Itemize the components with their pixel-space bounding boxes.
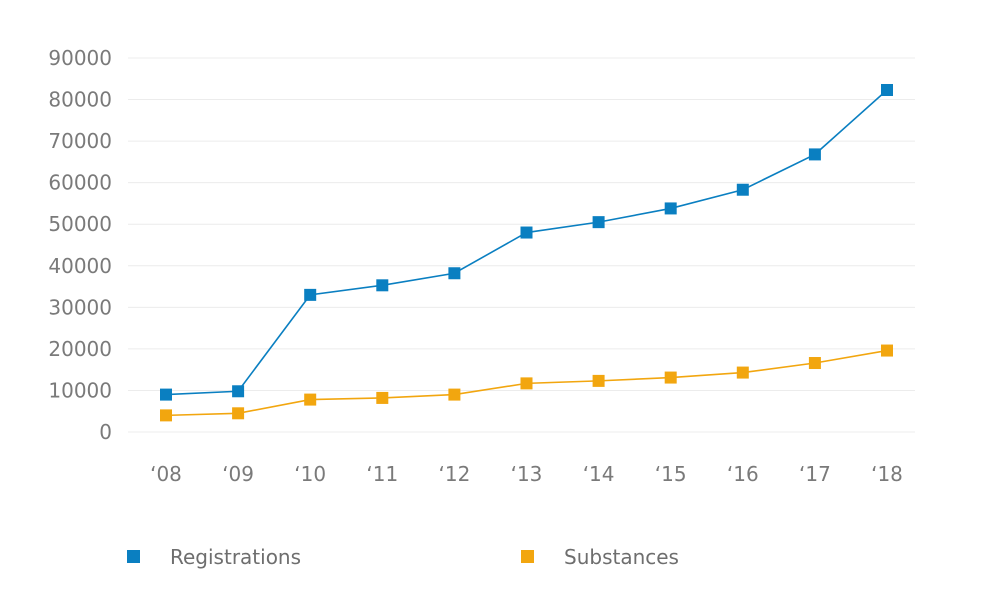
data-point-registrations[interactable] <box>592 216 605 229</box>
y-tick-label: 80000 <box>48 88 112 112</box>
data-point-substances[interactable] <box>664 371 677 384</box>
data-point-substances[interactable] <box>881 344 893 357</box>
data-point-substances[interactable] <box>160 409 172 422</box>
x-tick-label: ‘17 <box>799 462 831 486</box>
data-point-registrations[interactable] <box>808 148 821 161</box>
legend-swatch-substances <box>521 550 534 563</box>
data-point-registrations[interactable] <box>736 183 749 196</box>
data-point-substances[interactable] <box>592 374 605 387</box>
x-tick-label: ‘10 <box>294 462 326 486</box>
data-point-substances[interactable] <box>736 366 749 379</box>
legend: Registrations Substances <box>127 545 679 569</box>
data-point-registrations[interactable] <box>304 288 317 301</box>
y-tick-label: 90000 <box>48 46 112 70</box>
y-tick-label: 20000 <box>48 337 112 361</box>
data-point-registrations[interactable] <box>376 279 389 292</box>
x-tick-label: ‘12 <box>438 462 470 486</box>
data-point-registrations[interactable] <box>881 83 893 96</box>
x-tick-label: ‘09 <box>222 462 254 486</box>
legend-swatch-registrations <box>127 550 140 563</box>
x-axis-ticks: ‘08 ‘09 ‘10 ‘11 ‘12 ‘13 ‘14 ‘15 ‘16 ‘17 ‘18 <box>150 462 903 486</box>
data-point-registrations[interactable] <box>664 202 677 215</box>
y-tick-label: 10000 <box>48 378 112 402</box>
series <box>160 83 893 422</box>
data-point-registrations[interactable] <box>448 267 461 280</box>
legend-label-substances: Substances <box>564 545 679 569</box>
series-registrations <box>160 83 893 401</box>
y-tick-label: 70000 <box>48 129 112 153</box>
grid-lines <box>128 57 915 433</box>
data-point-substances[interactable] <box>304 393 317 406</box>
data-point-substances[interactable] <box>232 407 245 420</box>
data-point-substances[interactable] <box>448 388 461 401</box>
series-substances <box>160 344 893 422</box>
y-tick-label: 30000 <box>48 295 112 319</box>
y-tick-label: 60000 <box>48 171 112 195</box>
legend-item-substances[interactable]: Substances <box>521 545 679 569</box>
data-point-substances[interactable] <box>376 391 389 404</box>
x-tick-label: ‘18 <box>871 462 903 486</box>
y-axis-ticks: 0 10000 20000 30000 40000 50000 60000 70000 8000… <box>48 46 112 444</box>
x-tick-label: ‘15 <box>655 462 687 486</box>
legend-label-registrations: Registrations <box>170 545 301 569</box>
x-tick-label: ‘11 <box>366 462 398 486</box>
x-tick-label: ‘14 <box>583 462 615 486</box>
data-point-substances[interactable] <box>808 357 821 370</box>
data-point-registrations[interactable] <box>232 385 245 398</box>
x-tick-label: ‘16 <box>727 462 759 486</box>
data-point-registrations[interactable] <box>160 388 172 401</box>
y-tick-label: 50000 <box>48 212 112 236</box>
x-tick-label: ‘08 <box>150 462 182 486</box>
data-point-substances[interactable] <box>520 377 533 390</box>
legend-item-registrations[interactable]: Registrations <box>127 545 301 569</box>
y-tick-label: 40000 <box>48 254 112 278</box>
x-tick-label: ‘13 <box>511 462 543 486</box>
data-point-registrations[interactable] <box>520 226 533 239</box>
y-tick-label: 0 <box>99 420 112 444</box>
